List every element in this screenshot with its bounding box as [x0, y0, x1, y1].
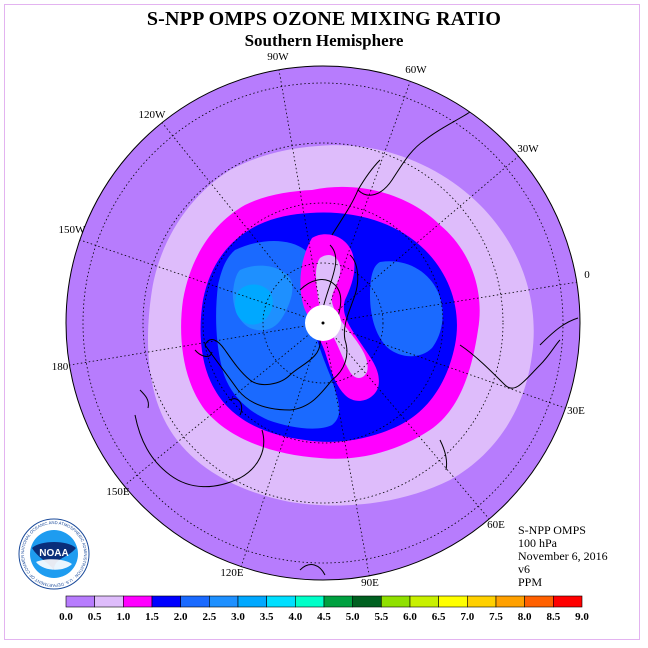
page-title: S-NPP OMPS OZONE MIXING RATIO [146, 8, 502, 30]
info-units: PPM [518, 575, 543, 589]
colorbar-tick-label-16: 8.0 [518, 611, 532, 623]
colorbar-swatch-10 [352, 595, 382, 608]
colorbar-swatch-2 [123, 595, 153, 608]
colorbar-tick-label-15: 7.5 [489, 611, 503, 623]
lon-label-60w: 60W [405, 64, 427, 76]
colorbar-swatch-17 [553, 595, 583, 608]
colorbar-tick-label-8: 4.0 [288, 611, 302, 623]
info-version: v6 [518, 562, 530, 576]
colorbar-tick-label-7: 3.5 [260, 611, 274, 623]
lon-label-120e: 120E [220, 567, 244, 579]
lon-label-60e: 60E [487, 519, 505, 531]
colorbar-swatch-14 [467, 595, 497, 608]
lon-label-30w: 30W [517, 143, 539, 155]
colorbar-swatch-6 [237, 595, 267, 608]
info-date: November 6, 2016 [518, 549, 608, 563]
ozone-band-2.0-2.5-east [370, 261, 443, 357]
lon-label-0: 0 [584, 269, 590, 281]
colorbar-swatch-0 [65, 595, 95, 608]
info-instrument: S-NPP OMPS [518, 523, 586, 537]
info-level: 100 hPa [518, 536, 557, 550]
noaa-logo: NOAA NATIONAL OCEANIC AND ATMOSPHERIC AD… [18, 518, 90, 590]
colorbar-tick-label-4: 2.0 [174, 611, 188, 623]
page-subtitle: Southern Hemisphere [244, 31, 404, 50]
lon-label-180: 180 [52, 361, 69, 373]
lon-label-30e: 30E [567, 405, 585, 417]
colorbar-swatch-13 [438, 595, 468, 608]
info-block: S-NPP OMPS 100 hPa November 6, 2016 v6 P… [518, 524, 608, 589]
map-disk [66, 66, 580, 580]
colorbar-tick-label-13: 6.5 [432, 611, 446, 623]
colorbar-tick-label-0: 0.0 [59, 611, 73, 623]
colorbar-swatch-8 [295, 595, 325, 608]
lon-label-150w: 150W [59, 224, 87, 236]
colorbar-tick-label-18: 9.0 [575, 611, 589, 623]
colorbar-swatch-12 [409, 595, 439, 608]
colorbar-swatch-7 [266, 595, 296, 608]
colorbar-tick-label-3: 1.5 [145, 611, 159, 623]
lon-label-120w: 120W [139, 109, 167, 121]
colorbar-swatch-5 [209, 595, 239, 608]
colorbar-tick-label-11: 5.5 [374, 611, 388, 623]
colorbar-tick-label-10: 5.0 [346, 611, 360, 623]
map-boundary [65, 65, 581, 581]
ozone-filament-light [316, 254, 368, 378]
pole-marker [321, 321, 325, 325]
colorbar-swatch-15 [495, 595, 525, 608]
figure-frame [4, 4, 640, 640]
colorbar-tick-label-5: 2.5 [202, 611, 216, 623]
colorbar-tick-label-12: 6.0 [403, 611, 417, 623]
lon-label-90w: 90W [267, 51, 289, 63]
colorbar-tick-label-6: 3.0 [231, 611, 245, 623]
colorbar-swatch-16 [524, 595, 554, 608]
colorbar-swatch-4 [180, 595, 210, 608]
noaa-logo-text: NOAA [39, 548, 68, 559]
colorbar-swatch-3 [151, 595, 181, 608]
colorbar-tick-label-14: 7.0 [460, 611, 474, 623]
lon-label-90e: 90E [361, 577, 379, 589]
colorbar-swatch-11 [381, 595, 411, 608]
colorbar-swatch-1 [94, 595, 124, 608]
colorbar-tick-label-2: 1.0 [116, 611, 130, 623]
colorbar-tick-label-1: 0.5 [88, 611, 102, 623]
colorbar-tick-label-9: 4.5 [317, 611, 331, 623]
colorbar-tick-label-17: 8.5 [546, 611, 560, 623]
colorbar-swatch-9 [323, 595, 353, 608]
graticule [69, 69, 579, 580]
lon-label-150e: 150E [106, 486, 130, 498]
